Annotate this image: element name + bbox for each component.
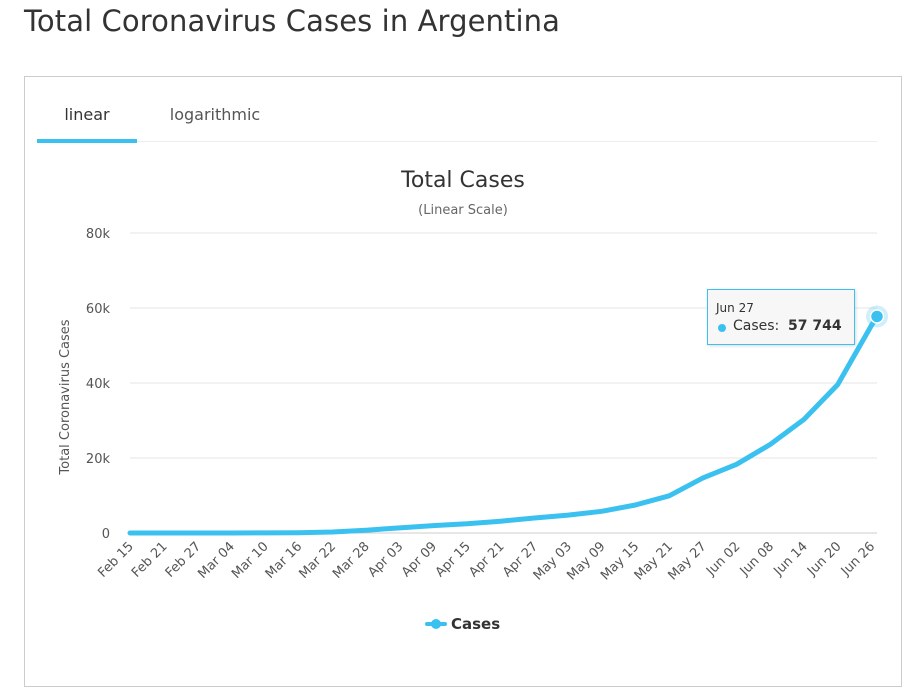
- x-tick-label: Jun 08: [737, 539, 777, 579]
- scale-tabs: linear logarithmic: [37, 103, 877, 143]
- x-tick-label: Jun 02: [703, 539, 743, 579]
- x-tick-label: Feb 21: [129, 539, 171, 581]
- x-tick-label: Apr 21: [466, 539, 507, 580]
- y-tick-label: 20k: [86, 452, 111, 467]
- legend[interactable]: Cases: [425, 615, 500, 633]
- chart-container: linear logarithmic Total Cases (Linear S…: [24, 76, 902, 687]
- x-tick-label: Mar 10: [229, 539, 272, 582]
- x-tick-label: Jun 26: [838, 539, 878, 579]
- y-tick-label: 80k: [86, 227, 111, 242]
- y-tick-label: 60k: [86, 302, 111, 317]
- y-tick-label: 40k: [86, 377, 111, 392]
- x-tick-label: Jun 20: [804, 539, 844, 579]
- tooltip-date: Jun 27: [716, 301, 754, 315]
- series-line-cases[interactable]: [127, 314, 880, 536]
- tooltip-value: 57 744: [788, 318, 842, 334]
- data-tooltip: Jun 27 Cases: 57 744: [707, 289, 855, 345]
- tooltip-series-dot-icon: [718, 324, 726, 332]
- page-title: Total Coronavirus Cases in Argentina: [24, 4, 560, 38]
- x-tick-label: Feb 15: [95, 539, 137, 581]
- y-tick-label: 0: [102, 527, 110, 542]
- x-tick-label: Apr 03: [365, 539, 406, 580]
- tab-linear[interactable]: linear: [37, 103, 137, 143]
- x-tick-label: May 27: [665, 539, 709, 583]
- x-tick-label: Jun 14: [771, 539, 811, 579]
- tab-logarithmic[interactable]: logarithmic: [169, 105, 261, 124]
- x-tick-label: Apr 09: [399, 539, 440, 580]
- tooltip-series-label: Cases:: [733, 318, 780, 334]
- x-tick-label: Mar 16: [263, 539, 306, 582]
- chart-subtitle: (Linear Scale): [418, 203, 508, 218]
- x-tick-label: Apr 15: [433, 539, 474, 580]
- x-tick-label: Mar 28: [330, 539, 373, 582]
- y-axis-title: Total Coronavirus Cases: [58, 319, 73, 475]
- x-tick-label: Mar 22: [296, 539, 339, 582]
- chart-title: Total Cases: [400, 168, 525, 193]
- legend-cases-marker-icon: [431, 619, 441, 629]
- data-point-marker[interactable]: [869, 309, 885, 324]
- legend-cases-label[interactable]: Cases: [451, 615, 500, 633]
- line-chart: Total Cases (Linear Scale) Total Coronav…: [58, 168, 888, 633]
- x-tick-label: Mar 04: [195, 539, 238, 582]
